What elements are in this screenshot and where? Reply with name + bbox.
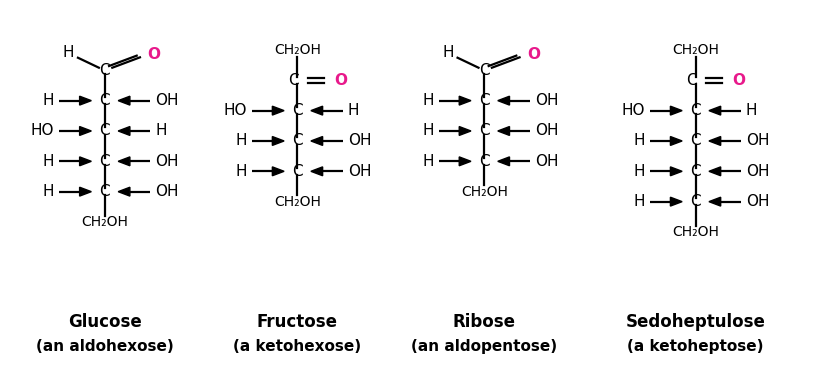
Text: H: H <box>43 184 54 199</box>
Text: OH: OH <box>155 154 178 169</box>
Text: H: H <box>43 154 54 169</box>
Polygon shape <box>118 157 130 166</box>
Polygon shape <box>498 96 510 105</box>
Text: H: H <box>634 134 645 148</box>
Text: CH₂OH: CH₂OH <box>672 225 719 239</box>
Text: OH: OH <box>535 93 558 108</box>
Text: C: C <box>292 164 303 179</box>
Text: H: H <box>422 154 434 169</box>
Text: O: O <box>732 73 746 88</box>
Text: C: C <box>691 194 701 209</box>
Polygon shape <box>709 197 721 206</box>
Text: OH: OH <box>746 134 769 148</box>
Polygon shape <box>272 137 284 145</box>
Text: C: C <box>479 93 489 108</box>
Text: OH: OH <box>155 93 178 108</box>
Text: C: C <box>292 134 303 148</box>
Text: Glucose: Glucose <box>68 313 142 331</box>
Polygon shape <box>118 96 130 105</box>
Text: C: C <box>479 63 489 78</box>
Polygon shape <box>80 96 91 105</box>
Text: C: C <box>288 73 298 88</box>
Text: H: H <box>235 164 247 179</box>
Text: C: C <box>100 184 110 199</box>
Text: H: H <box>63 45 75 60</box>
Polygon shape <box>118 127 130 135</box>
Text: CH₂OH: CH₂OH <box>274 195 321 209</box>
Polygon shape <box>272 167 284 176</box>
Text: C: C <box>686 73 696 88</box>
Text: OH: OH <box>535 154 558 169</box>
Polygon shape <box>670 167 682 176</box>
Text: OH: OH <box>348 134 371 148</box>
Polygon shape <box>80 187 91 196</box>
Text: C: C <box>100 154 110 169</box>
Text: H: H <box>422 124 434 138</box>
Polygon shape <box>709 137 721 145</box>
Text: (an aldohexose): (an aldohexose) <box>36 339 173 354</box>
Text: C: C <box>691 103 701 118</box>
Text: C: C <box>479 154 489 169</box>
Polygon shape <box>459 127 471 135</box>
Text: (a ketoheptose): (a ketoheptose) <box>628 339 763 354</box>
Polygon shape <box>709 167 721 176</box>
Text: H: H <box>422 93 434 108</box>
Text: C: C <box>100 124 110 138</box>
Polygon shape <box>670 106 682 115</box>
Polygon shape <box>80 157 91 166</box>
Text: O: O <box>527 47 541 62</box>
Text: CH₂OH: CH₂OH <box>461 185 508 199</box>
Text: C: C <box>100 93 110 108</box>
Text: C: C <box>691 134 701 148</box>
Polygon shape <box>80 127 91 135</box>
Text: H: H <box>155 124 167 138</box>
Text: Ribose: Ribose <box>453 313 516 331</box>
Text: OH: OH <box>348 164 371 179</box>
Text: OH: OH <box>746 194 769 209</box>
Polygon shape <box>118 187 130 196</box>
Text: H: H <box>442 45 454 60</box>
Text: H: H <box>746 103 758 118</box>
Polygon shape <box>670 137 682 145</box>
Text: Sedoheptulose: Sedoheptulose <box>626 313 765 331</box>
Text: OH: OH <box>535 124 558 138</box>
Text: HO: HO <box>31 124 54 138</box>
Text: C: C <box>691 164 701 179</box>
Text: HO: HO <box>622 103 645 118</box>
Polygon shape <box>272 106 284 115</box>
Text: OH: OH <box>746 164 769 179</box>
Text: H: H <box>43 93 54 108</box>
Polygon shape <box>709 106 721 115</box>
Polygon shape <box>311 167 323 176</box>
Text: (an aldopentose): (an aldopentose) <box>411 339 557 354</box>
Polygon shape <box>311 106 323 115</box>
Text: CH₂OH: CH₂OH <box>672 43 719 57</box>
Text: C: C <box>479 124 489 138</box>
Text: C: C <box>292 103 303 118</box>
Text: H: H <box>634 164 645 179</box>
Text: (a ketohexose): (a ketohexose) <box>234 339 361 354</box>
Polygon shape <box>498 157 510 166</box>
Text: CH₂OH: CH₂OH <box>81 215 128 229</box>
Text: O: O <box>334 73 348 88</box>
Text: O: O <box>147 47 161 62</box>
Text: H: H <box>634 194 645 209</box>
Polygon shape <box>459 96 471 105</box>
Polygon shape <box>311 137 323 145</box>
Text: C: C <box>100 63 110 78</box>
Text: H: H <box>235 134 247 148</box>
Polygon shape <box>459 157 471 166</box>
Text: CH₂OH: CH₂OH <box>274 43 321 57</box>
Text: H: H <box>348 103 360 118</box>
Text: Fructose: Fructose <box>257 313 338 331</box>
Text: OH: OH <box>155 184 178 199</box>
Polygon shape <box>498 127 510 135</box>
Polygon shape <box>670 197 682 206</box>
Text: HO: HO <box>224 103 247 118</box>
